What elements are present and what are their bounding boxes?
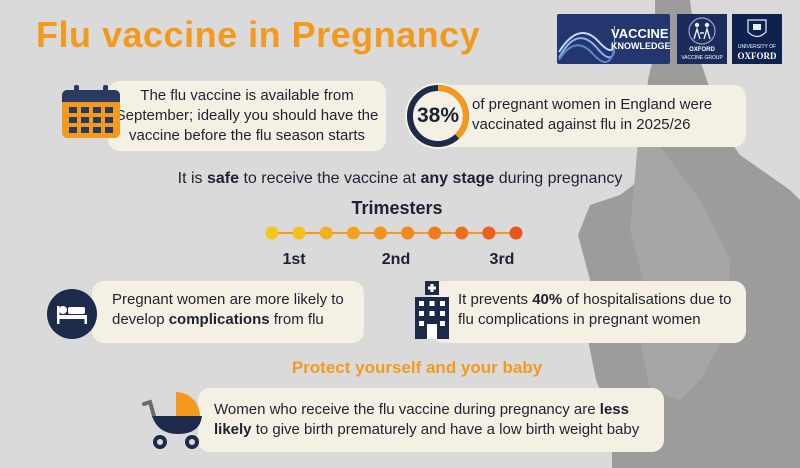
safe-statement: It is safe to receive the vaccine at any…	[0, 170, 800, 188]
hospitalisation-text-bold: 40%	[532, 291, 563, 308]
birth-line: Women who receive the flu vaccine during…	[214, 400, 664, 420]
birth-text-bold: likely	[214, 421, 252, 438]
trimester-dot	[482, 226, 496, 240]
logo-text: UNIVERSITY OF	[737, 44, 777, 50]
trimester-dot	[265, 226, 279, 240]
birth-text: to give birth prematurely and have a low…	[251, 421, 640, 438]
hospitalisation-card: It prevents 40% of hospitalisations due …	[432, 281, 746, 343]
crest-icon	[747, 19, 767, 38]
availability-card: The flu vaccine is available from Septem…	[108, 81, 386, 151]
trimester-label: 2nd	[381, 251, 411, 268]
logo-text: OXFORD	[737, 51, 777, 61]
stat-value: 38%	[416, 104, 460, 127]
stat-card: of pregnant women in England were vaccin…	[434, 85, 746, 147]
trimester-dot	[346, 226, 360, 240]
hospitalisation-text: It prevents	[458, 291, 533, 308]
availability-line: vaccine before the flu season starts	[129, 127, 365, 144]
calendar-icon	[62, 85, 120, 138]
logo-text: OXFORD	[689, 47, 715, 53]
complications-line: develop complications from flu	[112, 310, 364, 330]
availability-line: September; ideally you should have the	[115, 107, 379, 124]
birth-text: Women who receive the flu vaccine during…	[214, 401, 600, 418]
trimester-dot	[292, 226, 306, 240]
complications-line: Pregnant women are more likely to	[112, 291, 344, 308]
complications-text: develop	[112, 311, 169, 328]
safe-text: during pregnancy	[494, 170, 623, 187]
trimester-dot	[373, 226, 387, 240]
safe-text: It is	[177, 170, 207, 187]
complications-card: Pregnant women are more likely to develo…	[92, 281, 364, 343]
trimester-dot	[428, 226, 442, 240]
complications-text-bold: complications	[168, 311, 270, 328]
hospitalisation-line: flu complications in pregnant women	[458, 311, 701, 328]
pram-icon	[142, 392, 202, 449]
university-of-oxford-logo: UNIVERSITY OF OXFORD	[732, 14, 782, 64]
waves-icon	[558, 26, 615, 63]
safe-text-bold: any stage	[420, 170, 495, 187]
trimester-dot	[455, 226, 469, 240]
trimester-dot	[509, 226, 523, 240]
logo-text: VACCINE GROUP	[681, 55, 723, 61]
trimester-dot	[319, 226, 333, 240]
safe-text-bold: safe	[206, 170, 240, 187]
stat-ring	[405, 83, 471, 149]
birth-text-bold: less	[599, 401, 629, 418]
logo-text: KNOWLEDGE	[611, 41, 671, 51]
birth-line: likely to give birth prematurely and hav…	[214, 420, 664, 440]
trimester-label: 1st	[282, 251, 306, 268]
page-title: Flu vaccine in Pregnancy	[36, 14, 481, 55]
stat-line: vaccinated against flu in 2025/26	[472, 116, 691, 133]
protect-heading: Protect yourself and your baby	[291, 358, 543, 377]
availability-line: The flu vaccine is available from	[140, 87, 354, 104]
vaccine-knowledge-logo: VACCINE KNOWLEDGE	[557, 14, 671, 64]
birth-outcomes-card: Women who receive the flu vaccine during…	[198, 388, 664, 452]
safe-text: to receive the vaccine at	[239, 170, 421, 187]
complications-text: from flu	[269, 311, 324, 328]
oxford-vaccine-group-logo: OXFORD VACCINE GROUP	[677, 14, 727, 64]
family-icon	[688, 17, 716, 45]
bed-icon	[47, 289, 97, 339]
trimester-scale	[265, 226, 523, 240]
trimester-dot	[401, 226, 415, 240]
hospital-icon	[415, 281, 449, 339]
logo-text: VACCINE	[611, 26, 669, 41]
hospitalisation-line: It prevents 40% of hospitalisations due …	[458, 290, 746, 310]
trimester-label: 3rd	[489, 251, 515, 268]
trimesters-title: Trimesters	[351, 198, 443, 218]
stat-line: of pregnant women in England were	[472, 96, 713, 113]
hospitalisation-text: of hospitalisations due to	[562, 291, 732, 308]
